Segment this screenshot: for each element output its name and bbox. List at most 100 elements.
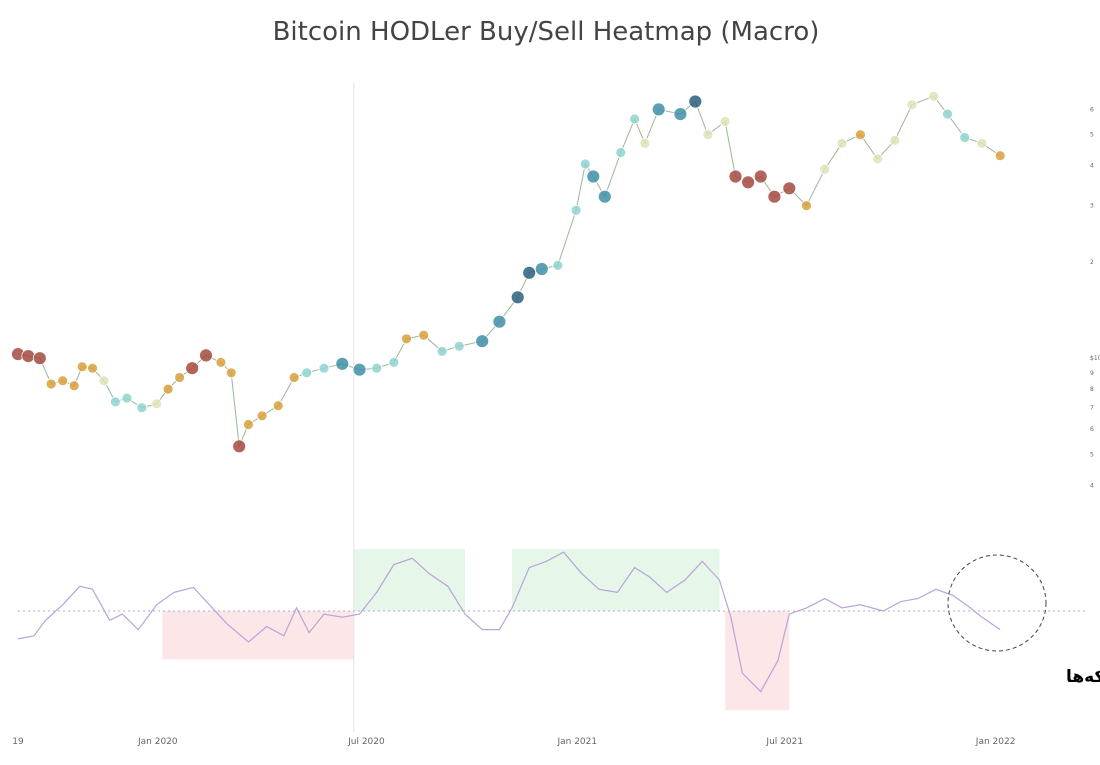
highlight-circle xyxy=(947,554,1047,652)
price-point xyxy=(57,375,69,387)
x-tick-label: 19 xyxy=(12,737,24,747)
buy-band-2 xyxy=(511,549,720,611)
x-tick-label: Jul 2021 xyxy=(765,737,803,747)
price-point xyxy=(586,169,601,184)
price-point xyxy=(629,113,640,125)
price-point xyxy=(21,349,36,364)
price-point xyxy=(994,150,1006,162)
price-point xyxy=(215,356,227,368)
price-tick-label: 7 xyxy=(1090,405,1094,412)
price-point xyxy=(928,90,940,102)
sell-band-3 xyxy=(725,611,790,711)
price-point xyxy=(552,259,564,271)
price-point xyxy=(242,419,254,430)
price-axis: 4 5 6 7 8 9 $10 2 3 4 5 6 xyxy=(1090,106,1100,489)
price-tick-label: 6 xyxy=(1090,106,1094,113)
price-point xyxy=(673,107,688,121)
price-point xyxy=(836,137,848,149)
price-point xyxy=(741,175,755,190)
price-point xyxy=(151,398,163,410)
price-point xyxy=(492,314,507,329)
price-point xyxy=(121,392,133,404)
price-point xyxy=(570,204,582,216)
x-tick-label: Jan 2022 xyxy=(975,737,1016,747)
price-point xyxy=(335,356,350,371)
price-tick-label: 9 xyxy=(1090,370,1094,377)
price-point xyxy=(185,361,200,376)
price-point xyxy=(45,378,57,390)
price-point xyxy=(819,163,831,175)
price-point xyxy=(942,108,953,120)
chart-title: Bitcoin HODLer Buy/Sell Heatmap (Macro) xyxy=(273,17,820,47)
price-point xyxy=(702,129,714,141)
price-tick-label: $10 xyxy=(1090,355,1100,362)
price-point xyxy=(728,169,743,184)
price-point xyxy=(453,340,465,352)
signal-bands xyxy=(162,549,790,711)
price-point xyxy=(76,361,88,373)
sell-band-0 xyxy=(162,611,354,660)
price-point xyxy=(522,265,537,280)
price-point xyxy=(719,116,731,127)
price-point xyxy=(87,362,98,374)
price-line xyxy=(17,95,1001,449)
price-point xyxy=(639,137,651,149)
price-point xyxy=(872,153,883,165)
price-point xyxy=(232,439,247,454)
price-point xyxy=(174,372,186,383)
price-point xyxy=(855,129,866,141)
price-point xyxy=(98,375,110,387)
price-point xyxy=(688,94,703,109)
x-tick-label: Jul 2020 xyxy=(347,737,385,747)
x-tick-label: Jan 2020 xyxy=(137,737,178,747)
price-point xyxy=(475,334,490,349)
price-point xyxy=(110,396,121,408)
price-point xyxy=(906,99,918,111)
price-point xyxy=(889,134,901,146)
price-point xyxy=(401,333,412,345)
price-point xyxy=(32,351,47,366)
price-point xyxy=(782,181,797,196)
price-point xyxy=(753,169,768,184)
price-point xyxy=(534,262,549,276)
price-point xyxy=(418,329,430,341)
price-point xyxy=(651,102,666,117)
price-point xyxy=(767,189,782,204)
oscillator-series xyxy=(17,551,1001,693)
price-point xyxy=(256,410,268,422)
price-point xyxy=(288,372,300,383)
price-tick-label: 4 xyxy=(1090,163,1094,170)
price-point xyxy=(199,348,213,363)
price-tick-label: 6 xyxy=(1090,426,1094,433)
price-point xyxy=(136,402,148,414)
price-series xyxy=(11,90,1006,454)
oscillator-line xyxy=(17,551,1001,693)
x-axis: 19 Jan 2020 Jul 2020 Jan 2021 Jul 2021 Jan 20… xyxy=(12,737,1015,747)
persian-annotation: جریان خنثی سکه‌ها xyxy=(1066,667,1100,687)
price-point xyxy=(301,367,313,379)
price-point xyxy=(976,137,988,149)
price-point xyxy=(388,356,400,368)
price-tick-label: 5 xyxy=(1090,132,1094,139)
price-tick-label: 5 xyxy=(1090,451,1094,458)
price-point xyxy=(162,383,174,395)
price-point xyxy=(436,345,448,357)
price-point xyxy=(352,362,367,377)
price-point xyxy=(225,367,237,379)
price-point xyxy=(579,158,591,170)
price-point xyxy=(318,362,330,374)
price-point xyxy=(959,132,971,143)
price-point xyxy=(597,189,612,204)
price-point xyxy=(68,380,80,392)
buy-band-1 xyxy=(353,549,465,611)
price-point xyxy=(801,200,812,212)
price-point xyxy=(615,147,627,158)
price-tick-label: 2 xyxy=(1090,259,1094,266)
price-tick-label: 4 xyxy=(1090,482,1094,489)
price-point xyxy=(371,362,383,374)
price-tick-label: 3 xyxy=(1090,203,1094,210)
x-tick-label: Jan 2021 xyxy=(556,737,597,747)
price-tick-label: 8 xyxy=(1090,386,1094,393)
price-point xyxy=(272,400,284,412)
